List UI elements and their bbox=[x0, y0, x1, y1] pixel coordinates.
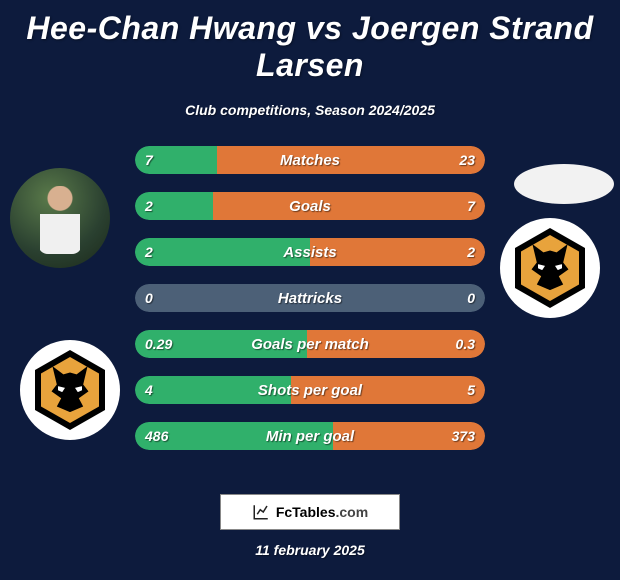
chart-icon bbox=[252, 503, 270, 521]
stat-row: 0.290.3Goals per match bbox=[135, 330, 485, 358]
stat-value-left: 0.29 bbox=[145, 330, 172, 358]
stat-value-left: 2 bbox=[145, 192, 153, 220]
site-domain: .com bbox=[335, 504, 368, 520]
stat-row: 00Hattricks bbox=[135, 284, 485, 312]
stat-value-right: 0 bbox=[467, 284, 475, 312]
stat-seg-left bbox=[135, 376, 291, 404]
site-name: FcTables bbox=[276, 504, 336, 520]
subtitle: Club competitions, Season 2024/2025 bbox=[0, 102, 620, 118]
stat-row: 45Shots per goal bbox=[135, 376, 485, 404]
stat-value-left: 486 bbox=[145, 422, 168, 450]
stat-value-right: 0.3 bbox=[456, 330, 475, 358]
stat-value-left: 0 bbox=[145, 284, 153, 312]
date: 11 february 2025 bbox=[0, 542, 620, 558]
stat-row: 27Goals bbox=[135, 192, 485, 220]
stat-seg-right bbox=[310, 238, 485, 266]
stat-seg-right bbox=[291, 376, 485, 404]
stat-bars: 723Matches27Goals22Assists00Hattricks0.2… bbox=[135, 146, 485, 468]
player1-photo bbox=[10, 168, 110, 268]
stat-seg-right bbox=[310, 284, 485, 312]
stat-row: 486373Min per goal bbox=[135, 422, 485, 450]
stat-row: 723Matches bbox=[135, 146, 485, 174]
stat-value-right: 23 bbox=[459, 146, 475, 174]
page-title: Hee-Chan Hwang vs Joergen Strand Larsen bbox=[0, 0, 620, 84]
comparison-region: 723Matches27Goals22Assists00Hattricks0.2… bbox=[0, 146, 620, 476]
stat-seg-left bbox=[135, 238, 310, 266]
stat-row: 22Assists bbox=[135, 238, 485, 266]
site-badge[interactable]: FcTables.com bbox=[220, 494, 400, 530]
stat-seg-left bbox=[135, 284, 310, 312]
player1-club-badge bbox=[20, 340, 120, 440]
stat-value-left: 4 bbox=[145, 376, 153, 404]
stat-seg-right bbox=[217, 146, 485, 174]
player2-club-badge bbox=[500, 218, 600, 318]
player2-photo bbox=[514, 164, 614, 204]
stat-seg-right bbox=[213, 192, 485, 220]
stat-value-right: 7 bbox=[467, 192, 475, 220]
stat-value-right: 2 bbox=[467, 238, 475, 266]
stat-value-left: 7 bbox=[145, 146, 153, 174]
stat-value-right: 5 bbox=[467, 376, 475, 404]
stat-value-right: 373 bbox=[452, 422, 475, 450]
stat-value-left: 2 bbox=[145, 238, 153, 266]
